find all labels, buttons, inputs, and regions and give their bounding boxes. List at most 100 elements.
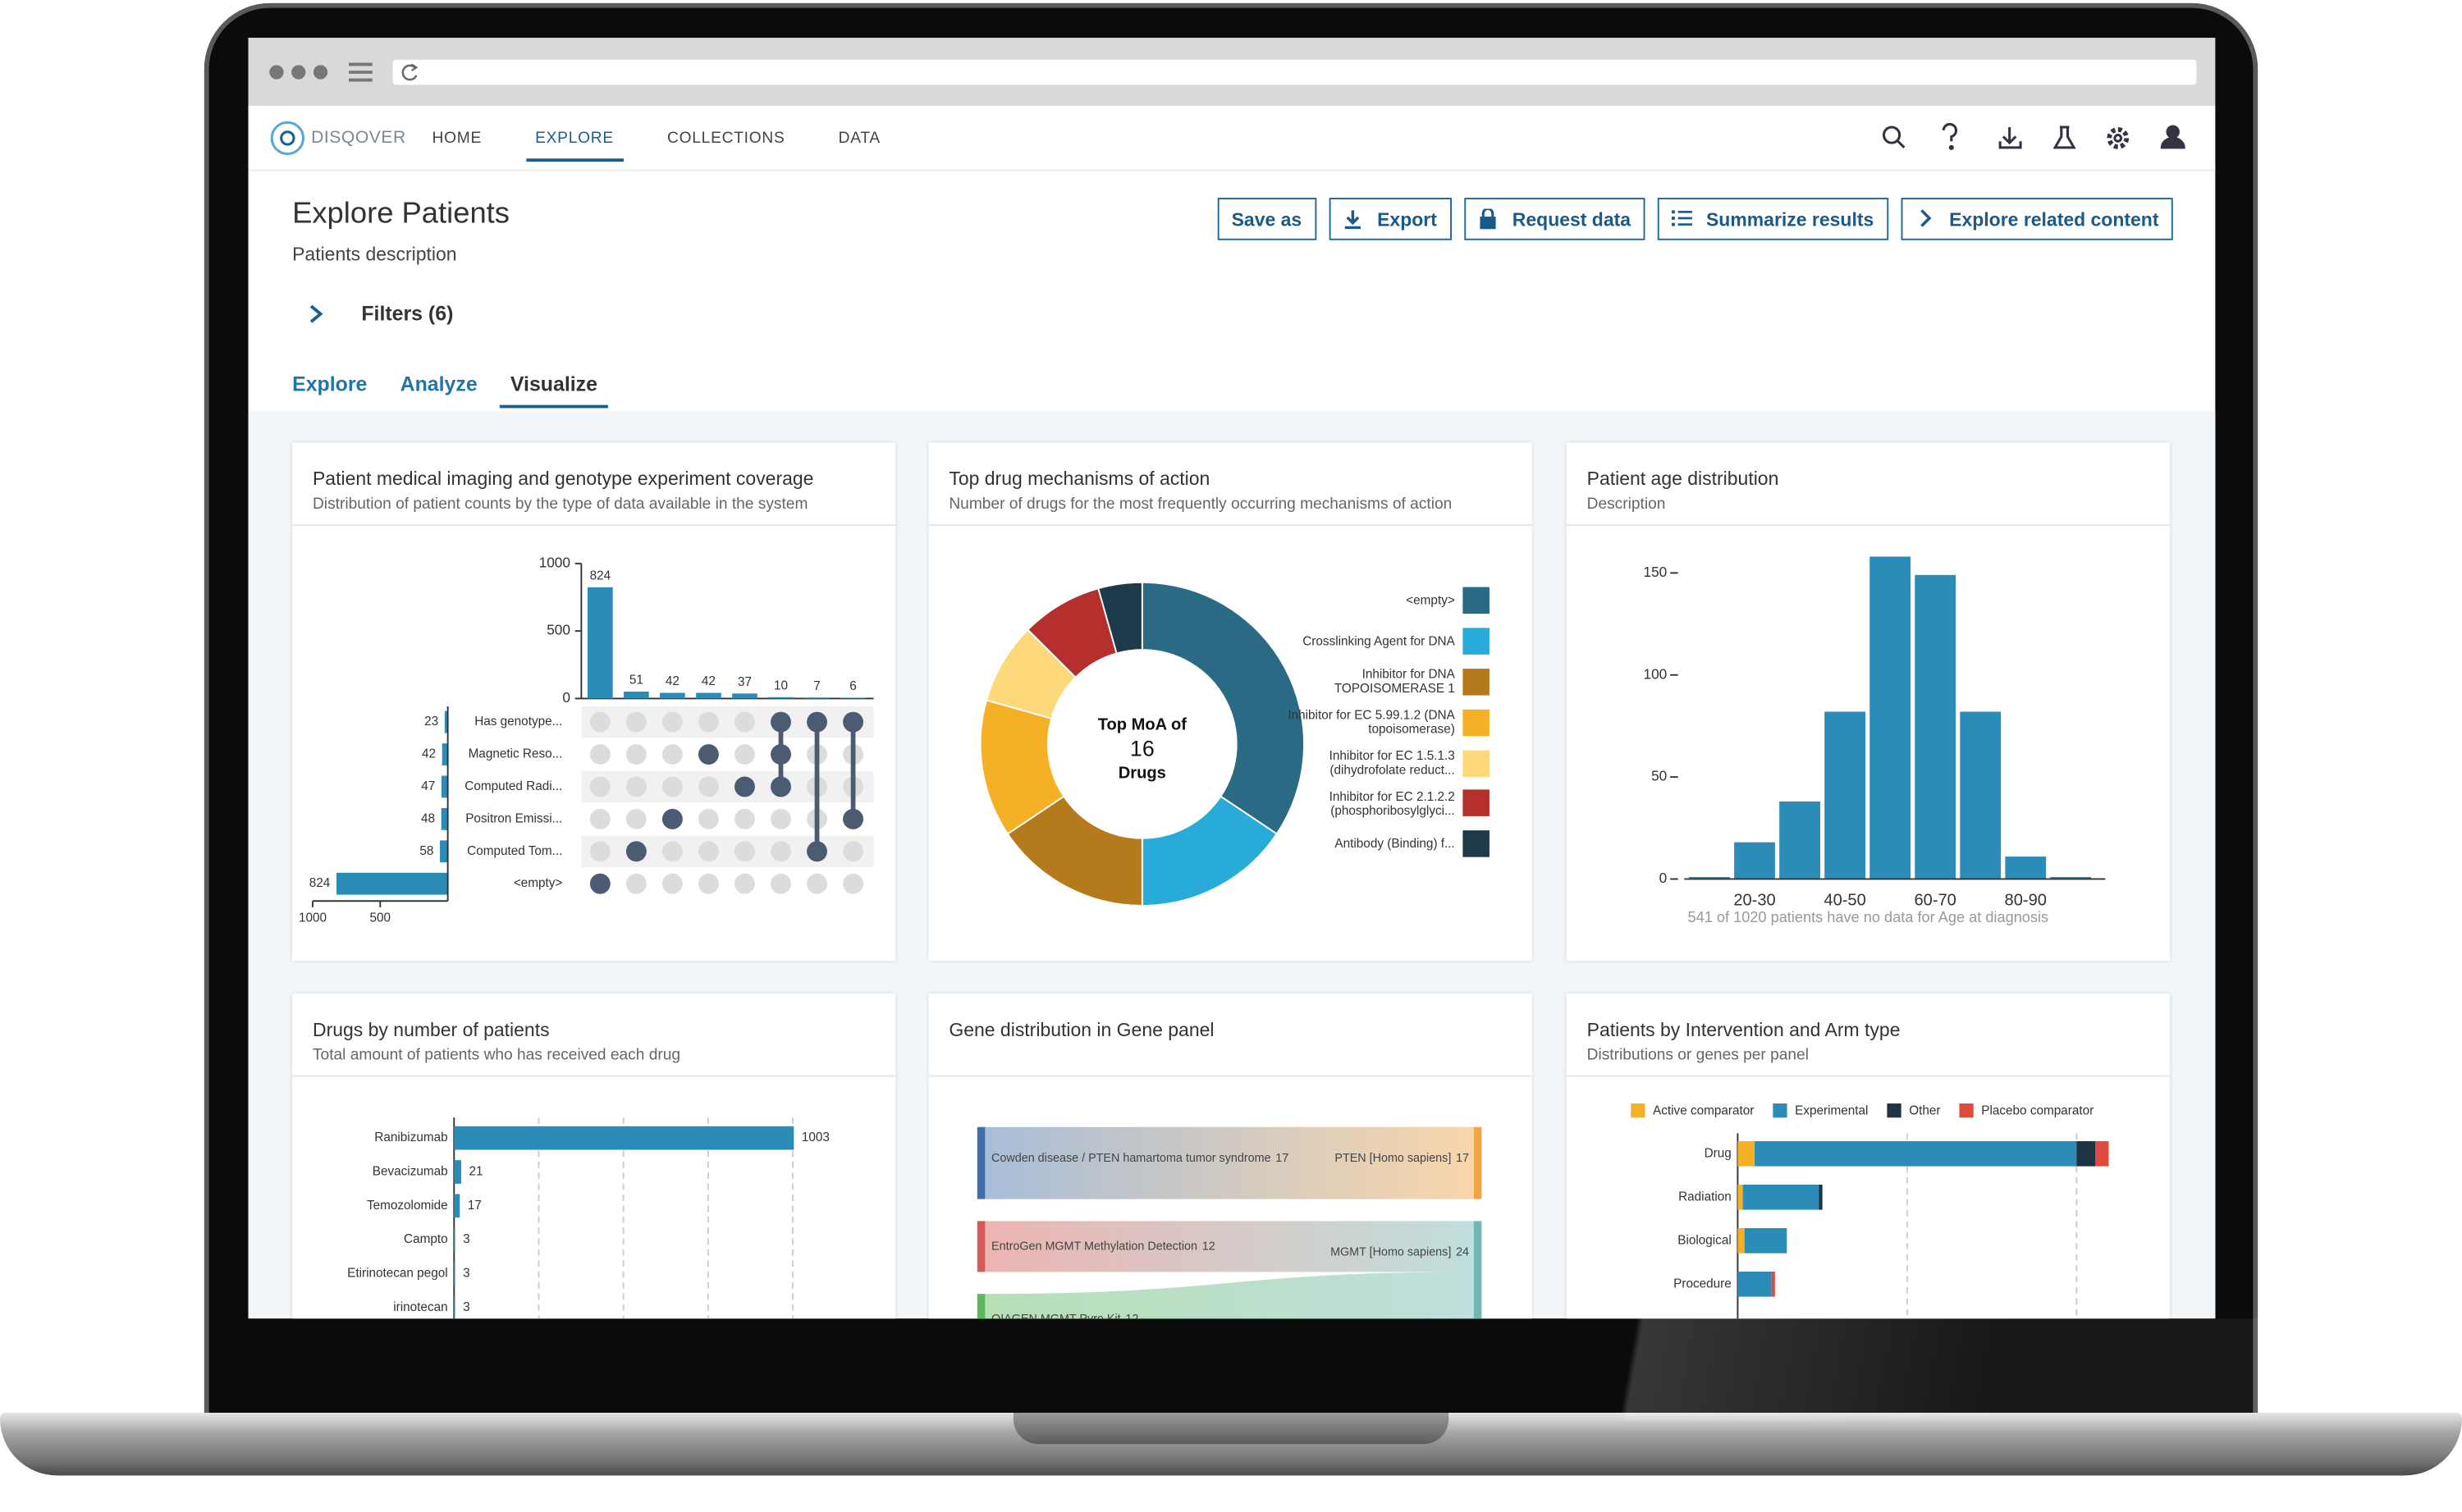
brand[interactable]: DISQOVER — [311, 128, 406, 148]
user-icon[interactable] — [2160, 125, 2185, 149]
y-tick-label: 1000 — [539, 554, 570, 570]
view-tabs: Explore Analyze Visualize — [292, 372, 609, 409]
panel-header: Top drug mechanisms of action Number of d… — [928, 443, 1532, 526]
legend-item[interactable]: <empty> — [1270, 581, 1490, 621]
action-button[interactable]: Summarize results — [1657, 198, 1888, 240]
chart-panel: Drugs by number of patients Total amount … — [292, 994, 896, 1319]
action-buttons: Save as Export Request data Summarize resul… — [1217, 198, 2173, 240]
matrix-dot-filled — [771, 711, 791, 733]
category-label: Bevacizumab — [373, 1165, 448, 1179]
set-bar — [336, 872, 448, 895]
set-size-label: 23 — [424, 715, 438, 729]
help-icon[interactable] — [1942, 122, 1957, 150]
legend-item[interactable]: Inhibitor for EC 2.1.2.2 (phosphoribosyl… — [1270, 783, 1490, 824]
tab[interactable]: Explore — [292, 372, 368, 396]
chart-panel: Top drug mechanisms of action Number of d… — [928, 442, 1532, 961]
category-label: Biological — [1677, 1233, 1732, 1247]
bar — [1824, 711, 1865, 879]
nav-item[interactable]: COLLECTIONS — [667, 130, 785, 148]
sankey-link — [985, 1126, 1474, 1199]
legend-label[interactable]: Other — [1909, 1104, 1940, 1118]
center-value: 16 — [1130, 737, 1155, 761]
legend-item[interactable]: Inhibitor for DNA TOPOISOMERASE 1 — [1270, 662, 1490, 702]
panel-header: Patient medical imaging and genotype exp… — [292, 443, 896, 526]
legend-item[interactable]: Inhibitor for EC 1.5.1.3 (dihydrofolate … — [1270, 742, 1490, 783]
chart: Cowden disease / PTEN hamartoma tumor sy… — [977, 1126, 1482, 1326]
legend-label[interactable]: Experimental — [1795, 1104, 1868, 1118]
donut-slice — [1097, 581, 1143, 655]
matrix-dot-filled — [843, 711, 864, 733]
action-button[interactable]: Explore related content — [1900, 198, 2173, 240]
node-label: QIAGEN MGMT Pyro Kit 12 — [991, 1313, 1138, 1326]
menu-icon[interactable] — [349, 62, 373, 82]
category-label: irinotecan — [393, 1300, 447, 1314]
download-icon[interactable] — [1998, 126, 2022, 149]
bar — [840, 697, 866, 699]
nav-item[interactable]: HOME — [432, 130, 483, 148]
nav-item[interactable]: DATA — [838, 130, 881, 148]
matrix-dot — [589, 776, 611, 797]
matrix-dot — [843, 873, 864, 894]
data-label: 3 — [463, 1232, 470, 1246]
chart-panel: Gene distribution in Gene panel Cowden di… — [928, 994, 1532, 1326]
reload-icon[interactable] — [0, 0, 471, 110]
bar — [732, 693, 757, 699]
panel-title: Gene distribution in Gene panel — [949, 1018, 1215, 1041]
matrix-dot-filled — [589, 873, 611, 894]
action-button[interactable]: Save as — [1217, 198, 1316, 240]
node-value: 17 — [1275, 1152, 1288, 1165]
matrix-dot-filled — [807, 711, 827, 733]
logo[interactable] — [270, 121, 305, 156]
filters-chevron[interactable] — [292, 295, 330, 333]
bar — [2050, 876, 2092, 879]
set-bar — [441, 775, 448, 798]
chart-panel: Patients by Intervention and Arm type Dis… — [1566, 994, 2170, 1319]
lab-icon[interactable] — [2052, 126, 2076, 149]
y-tick-label: 100 — [1644, 665, 1668, 682]
panel-subtitle: Description — [1586, 496, 1666, 514]
action-button[interactable]: Export — [1328, 198, 1452, 240]
data-label: 824 — [590, 569, 611, 582]
matrix-dot — [625, 873, 647, 894]
matrix-dot — [698, 711, 719, 733]
bar — [1960, 711, 2002, 879]
legend-swatch — [1462, 669, 1490, 696]
tab[interactable]: Visualize — [499, 372, 609, 409]
matrix-dot — [589, 808, 611, 829]
legend-item[interactable]: Crosslinking Agent for DNA — [1270, 621, 1490, 661]
settings-icon[interactable] — [2107, 126, 2130, 149]
legend-label[interactable]: Placebo comparator — [1981, 1104, 2094, 1118]
data-label: 51 — [629, 674, 643, 687]
address-bar[interactable] — [392, 59, 2197, 85]
x-tick-label: 60-70 — [1914, 892, 1956, 910]
search-icon[interactable] — [1882, 126, 1906, 148]
filters-toggle[interactable]: Filters (6) — [361, 301, 454, 326]
page-title: Explore Patients — [292, 198, 510, 231]
x-tick-label: 500 — [370, 911, 391, 925]
legend-swatch — [1462, 709, 1490, 736]
donut-slice — [1141, 581, 1305, 835]
tab[interactable]: Analyze — [400, 372, 478, 396]
legend-item[interactable]: Inhibitor for EC 5.99.1.2 (DNA topoisome… — [1270, 702, 1490, 742]
matrix-dot-filled — [807, 841, 827, 862]
x-tick-label: 20-30 — [1733, 892, 1775, 910]
matrix-dot — [625, 776, 647, 797]
action-button[interactable]: Request data — [1463, 198, 1645, 240]
data-label: 21 — [469, 1165, 483, 1179]
window-dot — [291, 65, 306, 80]
panel-title: Patients by Intervention and Arm type — [1586, 1018, 1901, 1041]
matrix-dot — [698, 808, 719, 829]
set-size-label: 42 — [422, 747, 436, 761]
legend-label[interactable]: Active comparator — [1653, 1104, 1754, 1118]
main-nav: HOME EXPLORE COLLECTIONS DATA — [432, 130, 880, 162]
matrix-dot-filled — [771, 776, 791, 797]
page-description: Patients description — [292, 243, 457, 266]
matrix-dot — [589, 744, 611, 765]
bar — [1689, 876, 1730, 879]
sankey-node — [977, 1294, 986, 1319]
set-size-label: 58 — [419, 844, 433, 858]
nav-item[interactable]: EXPLORE — [525, 130, 624, 162]
legend-swatch — [1462, 830, 1490, 858]
legend-item[interactable]: Antibody (Binding) f... — [1270, 824, 1490, 864]
